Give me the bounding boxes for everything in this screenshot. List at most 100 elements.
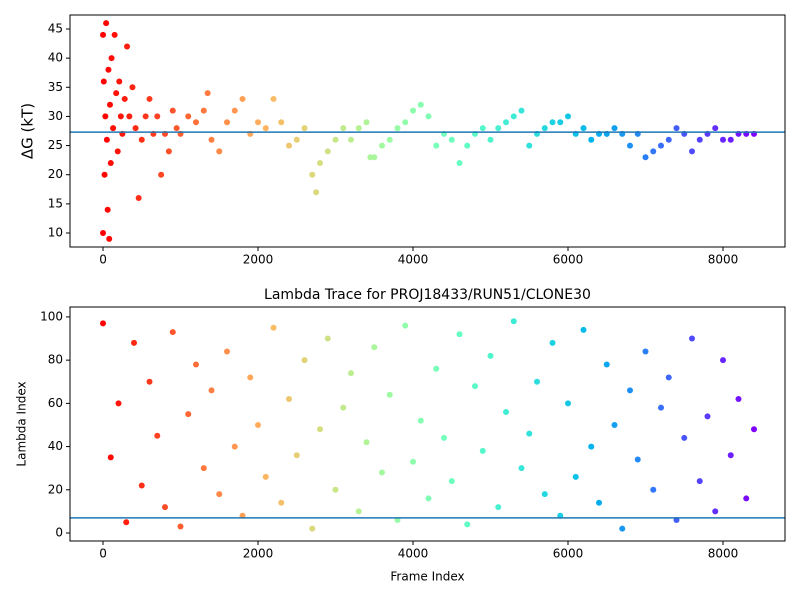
point [541, 125, 548, 132]
axes-frame [69, 14, 786, 248]
point [603, 361, 610, 368]
point [433, 142, 440, 149]
point [107, 160, 114, 167]
point [394, 125, 401, 132]
point [658, 142, 665, 149]
point [278, 119, 285, 126]
point [239, 95, 246, 102]
point [379, 469, 386, 476]
point [634, 456, 641, 463]
point [355, 125, 362, 132]
point [572, 473, 579, 480]
point [231, 443, 238, 450]
point [224, 348, 231, 355]
point [743, 495, 750, 502]
x-tick-label: 6000 [553, 547, 584, 561]
y-axis-label: Lambda Index [15, 381, 29, 466]
point [324, 335, 331, 342]
point [121, 95, 128, 102]
point [165, 148, 172, 155]
point [503, 119, 510, 126]
point [464, 521, 471, 528]
point [154, 432, 161, 439]
point [363, 119, 370, 126]
point [101, 171, 108, 178]
point [270, 324, 277, 331]
point [309, 171, 316, 178]
point [340, 404, 347, 411]
point [200, 107, 207, 114]
point [580, 125, 587, 132]
point [495, 125, 502, 132]
point [363, 439, 370, 446]
point [565, 400, 572, 407]
point [262, 125, 269, 132]
point [208, 387, 215, 394]
point [200, 465, 207, 472]
x-tick-label: 4000 [398, 253, 429, 267]
point [154, 113, 161, 120]
point [379, 142, 386, 149]
point [642, 348, 649, 355]
point [588, 443, 595, 450]
y-tick-label: 45 [48, 21, 63, 35]
point [185, 113, 192, 120]
point [293, 452, 300, 459]
point [216, 148, 223, 155]
point [541, 491, 548, 498]
point [301, 357, 308, 364]
point [177, 523, 184, 530]
point [313, 189, 320, 196]
point [348, 370, 355, 377]
chart-title: Lambda Trace for PROJ18433/RUN51/CLONE30 [264, 287, 591, 303]
point [255, 119, 262, 126]
point [410, 107, 417, 114]
point [526, 430, 533, 437]
x-tick-label: 8000 [708, 547, 739, 561]
point [185, 411, 192, 418]
point [495, 504, 502, 511]
point [332, 486, 339, 493]
point [720, 136, 727, 143]
x-tick-label: 6000 [553, 253, 584, 267]
point [131, 339, 138, 346]
point [735, 396, 742, 403]
point [464, 142, 471, 149]
point [231, 107, 238, 114]
point [309, 525, 316, 532]
point [503, 409, 510, 416]
point [627, 387, 634, 394]
point [162, 504, 169, 511]
y-tick-label: 20 [48, 482, 63, 496]
point [146, 378, 153, 385]
point [173, 125, 180, 132]
point [433, 365, 440, 372]
point [689, 148, 696, 155]
point [317, 160, 324, 167]
point [658, 404, 665, 411]
point [425, 113, 432, 120]
point [317, 426, 324, 433]
x-tick-label: 2000 [243, 547, 274, 561]
point [425, 495, 432, 502]
point [526, 142, 533, 149]
point [169, 107, 176, 114]
point [386, 391, 393, 398]
point [479, 125, 486, 132]
point [371, 344, 378, 351]
point [580, 326, 587, 333]
point [146, 95, 153, 102]
point [126, 113, 133, 120]
x-tick-label: 0 [99, 253, 107, 267]
y-tick-label: 40 [48, 51, 63, 65]
point [111, 31, 118, 38]
point [116, 78, 123, 85]
point [448, 478, 455, 485]
point [301, 125, 308, 132]
point [712, 508, 719, 515]
point [114, 148, 121, 155]
point [681, 434, 688, 441]
point [487, 136, 494, 143]
y-tick-label: 25 [48, 138, 63, 152]
